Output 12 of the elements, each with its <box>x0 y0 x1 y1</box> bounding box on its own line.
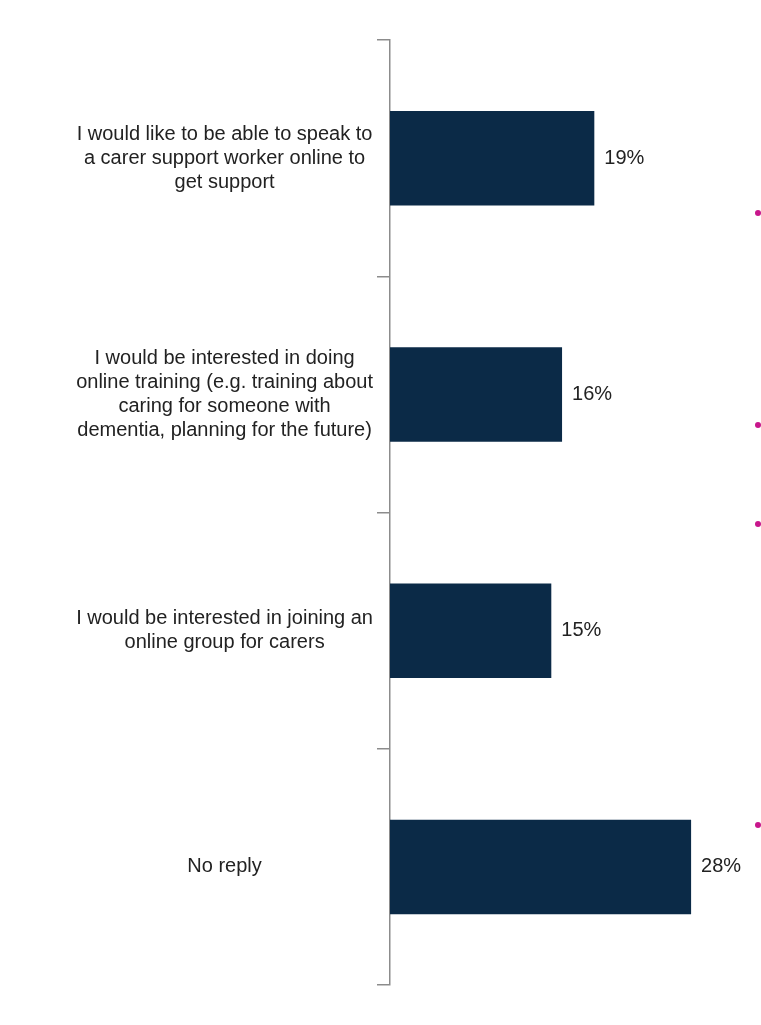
bar <box>390 347 563 442</box>
data-label: 19% <box>604 145 645 168</box>
bar <box>390 819 692 915</box>
data-label: 15% <box>561 618 602 641</box>
bar <box>390 583 552 678</box>
y-tick-label: I would be interested in joining an online group for carers <box>76 606 373 653</box>
y-tick-label: I would like to be able to speak to a carer support worker online to get support <box>76 121 373 192</box>
data-label: 16% <box>572 381 613 404</box>
y-tick-label: I would be interested in doing online training (e.g. training about caring for someone with dementia, planning for the future) <box>76 345 374 440</box>
data-label: 28% <box>701 854 742 877</box>
bar <box>390 110 595 206</box>
y-tick-label: No reply <box>187 854 262 877</box>
